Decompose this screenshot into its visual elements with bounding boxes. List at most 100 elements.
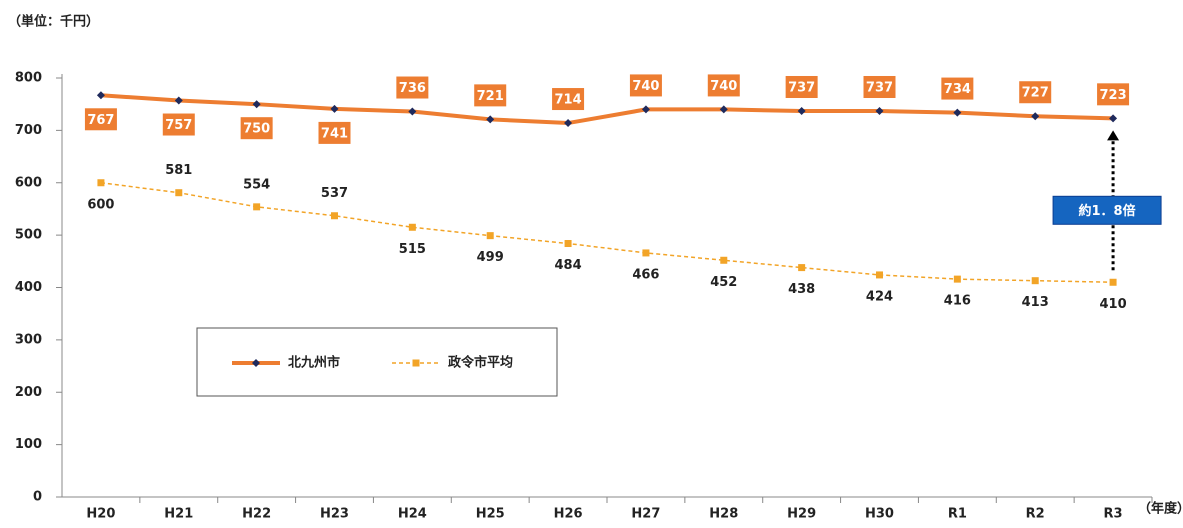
data-label: 484: [555, 258, 582, 273]
x-tick-label: H22: [242, 507, 271, 522]
y-tick-label: 400: [15, 280, 42, 295]
marker: [953, 108, 962, 117]
data-label-box: [162, 113, 195, 136]
data-label: 499: [477, 250, 504, 265]
data-label: 740: [710, 79, 737, 94]
data-label: 416: [944, 294, 971, 309]
series-line: [100, 182, 1114, 284]
marker: [408, 107, 417, 116]
data-label: 537: [321, 186, 348, 201]
marker: [97, 179, 105, 187]
y-tick-label: 200: [15, 385, 42, 400]
series-line: [100, 93, 1114, 126]
data-label: 737: [866, 80, 893, 95]
marker: [876, 271, 883, 279]
y-tick-label: 0: [33, 490, 42, 505]
marker: [486, 232, 494, 240]
data-label: 767: [87, 113, 114, 128]
data-label: 750: [243, 122, 270, 137]
x-tick-label: H30: [865, 507, 894, 522]
data-label: 410: [1100, 297, 1127, 312]
data-label: 757: [165, 118, 192, 133]
x-tick-label: R2: [1026, 507, 1045, 522]
data-label: 723: [1100, 88, 1127, 103]
arrow-head: [1107, 130, 1120, 141]
marker: [1109, 278, 1117, 286]
unit-label: （単位：千円）: [8, 14, 99, 30]
data-label-box: [396, 76, 429, 99]
data-label-box: [1097, 83, 1130, 106]
x-tick-label: R1: [948, 507, 967, 522]
marker: [408, 223, 416, 231]
data-label: 714: [555, 93, 582, 108]
legend-marker: [412, 359, 420, 367]
data-label-box: [552, 88, 585, 111]
x-tick-label: H29: [787, 507, 816, 522]
data-label-box: [629, 74, 662, 97]
x-tick-label: H23: [320, 507, 349, 522]
y-tick-label: 100: [15, 437, 42, 452]
data-label-box: [240, 117, 273, 140]
x-tick-label: H24: [398, 507, 427, 522]
marker: [175, 189, 183, 197]
data-label: 554: [243, 177, 270, 192]
annotation: 約1．8倍: [1079, 203, 1136, 219]
marker: [253, 203, 261, 211]
marker: [797, 106, 806, 115]
data-label: 736: [399, 81, 426, 96]
marker: [798, 264, 806, 272]
x-tick-label: R3: [1104, 507, 1123, 522]
data-label: 740: [632, 79, 659, 94]
marker: [953, 275, 961, 283]
legend-label: 北九州市: [288, 355, 340, 371]
marker: [1109, 114, 1118, 123]
x-tick-label: H21: [164, 507, 193, 522]
data-label-box: [474, 84, 507, 107]
legend-marker: [252, 359, 260, 367]
marker: [875, 106, 884, 115]
y-tick-label: 500: [15, 228, 42, 243]
data-label-box: [1019, 81, 1052, 104]
data-label: 438: [788, 282, 815, 297]
marker: [331, 212, 338, 220]
data-label-box: [318, 121, 351, 144]
marker: [641, 105, 650, 114]
data-label: 741: [321, 126, 348, 141]
marker: [720, 256, 728, 264]
data-label: 734: [944, 82, 971, 97]
marker: [642, 249, 650, 257]
y-tick-label: 300: [15, 332, 42, 347]
data-label-box: [785, 75, 818, 98]
x-tick-label: H25: [476, 507, 505, 522]
marker: [719, 105, 728, 114]
marker: [486, 115, 495, 124]
y-tick-label: 800: [15, 71, 42, 86]
y-tick-label: 600: [15, 175, 42, 190]
data-label: 581: [165, 163, 192, 178]
marker: [252, 100, 261, 109]
marker: [96, 91, 105, 100]
data-label: 515: [399, 242, 426, 257]
data-label: 721: [477, 89, 504, 104]
marker: [330, 104, 339, 113]
marker: [1031, 277, 1039, 285]
data-label-box: [863, 75, 896, 98]
data-label-box: [941, 77, 974, 100]
data-label: 737: [788, 80, 815, 95]
data-label: 452: [710, 275, 737, 290]
marker: [174, 96, 183, 105]
x-tick-label: H26: [554, 507, 583, 522]
marker: [1031, 112, 1040, 121]
data-label: 413: [1022, 295, 1049, 310]
data-label: 466: [632, 267, 659, 282]
y-tick-label: 700: [15, 123, 42, 138]
data-label: 424: [866, 289, 893, 304]
annotation-box: [1052, 195, 1162, 225]
x-tick-label: H20: [86, 507, 115, 522]
x-tick-label: H28: [709, 507, 738, 522]
data-label-box: [707, 74, 740, 97]
marker: [564, 119, 573, 128]
legend-label: 政令市平均: [448, 355, 513, 371]
x-unit-label: （年度）: [1138, 501, 1183, 517]
x-tick-label: H27: [631, 507, 660, 522]
